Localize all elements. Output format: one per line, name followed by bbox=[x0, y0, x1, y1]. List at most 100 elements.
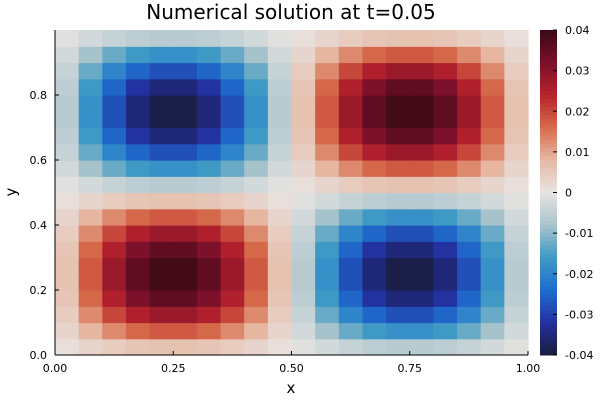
heatmap-cell bbox=[480, 338, 505, 356]
heatmap-cell bbox=[102, 62, 127, 80]
heatmap-cell bbox=[386, 127, 411, 145]
heatmap-cell bbox=[409, 95, 434, 112]
heatmap-cell bbox=[362, 95, 387, 112]
colorbar-tick-label: -0.01 bbox=[565, 227, 593, 240]
heatmap-cell bbox=[220, 273, 245, 291]
heatmap-cell bbox=[125, 160, 151, 177]
colorbar-segment bbox=[540, 168, 557, 173]
heatmap-cell bbox=[244, 306, 269, 324]
heatmap-cell bbox=[386, 30, 411, 47]
heatmap-cell bbox=[362, 30, 387, 47]
colorbar-segment bbox=[540, 322, 557, 328]
heatmap-cell bbox=[220, 111, 245, 129]
heatmap-cell bbox=[78, 257, 103, 275]
x-axis-ticks: 0.00 0.25 0.50 0.75 1.00 bbox=[43, 351, 540, 375]
heatmap-cell bbox=[504, 176, 529, 194]
heatmap-cell bbox=[55, 225, 80, 242]
heatmap-cell bbox=[386, 225, 411, 242]
colorbar-segment bbox=[540, 241, 557, 246]
heatmap-cell bbox=[433, 62, 458, 80]
heatmap-cell bbox=[220, 338, 245, 356]
heatmap-cell bbox=[291, 290, 316, 307]
heatmap-cell bbox=[196, 127, 222, 145]
colorbar-segment bbox=[540, 38, 557, 43]
heatmap-cell bbox=[362, 160, 387, 177]
heatmap-cell bbox=[504, 208, 529, 226]
heatmap-cell bbox=[149, 208, 174, 226]
heatmap-cell bbox=[244, 30, 269, 47]
colorbar-segment bbox=[540, 306, 557, 311]
colorbar-tick-label: 0.04 bbox=[565, 24, 590, 37]
heatmap-cell bbox=[504, 30, 529, 47]
colorbar-tick-label: 0.01 bbox=[565, 146, 590, 159]
heatmap-cell bbox=[149, 143, 174, 161]
heatmap-cell bbox=[386, 95, 411, 112]
heatmap-cell bbox=[102, 143, 127, 161]
heatmap-cell bbox=[291, 78, 316, 96]
heatmap-cell bbox=[220, 127, 245, 145]
heatmap-cell bbox=[125, 208, 151, 226]
y-tick-label: 0.0 bbox=[30, 349, 48, 362]
heatmap-cell bbox=[267, 257, 293, 275]
heatmap-cell bbox=[220, 208, 245, 226]
heatmap-cell bbox=[362, 143, 387, 161]
heatmap-cell bbox=[480, 160, 505, 177]
heatmap-cell bbox=[149, 338, 174, 356]
heatmap-cell bbox=[267, 290, 293, 307]
x-tick-label: 0.50 bbox=[279, 362, 304, 375]
heatmap-cell bbox=[457, 143, 482, 161]
y-tick-label: 0.2 bbox=[30, 284, 48, 297]
heatmap-cells bbox=[55, 30, 529, 356]
heatmap-cell bbox=[267, 176, 293, 194]
heatmap-cell bbox=[220, 192, 245, 210]
heatmap-cell bbox=[504, 290, 529, 307]
heatmap-cell bbox=[102, 95, 127, 112]
heatmap-cell bbox=[362, 273, 387, 291]
heatmap-cell bbox=[504, 192, 529, 210]
heatmap-cell bbox=[244, 273, 269, 291]
heatmap-cell bbox=[362, 322, 387, 340]
heatmap-cell bbox=[173, 78, 198, 96]
heatmap-cell bbox=[315, 30, 340, 47]
colorbar-segment bbox=[540, 160, 557, 165]
heatmap-cell bbox=[409, 30, 434, 47]
heatmap-cell bbox=[338, 62, 364, 80]
heatmap-cell bbox=[78, 322, 103, 340]
heatmap-cell bbox=[504, 95, 529, 112]
heatmap-cell bbox=[173, 95, 198, 112]
heatmap-cell bbox=[504, 257, 529, 275]
heatmap-cell bbox=[409, 241, 434, 259]
heatmap-cell bbox=[433, 306, 458, 324]
y-axis-label: y bbox=[2, 187, 20, 196]
colorbar-segment bbox=[540, 245, 557, 250]
heatmap-cell bbox=[433, 46, 458, 64]
colorbar-segment bbox=[540, 54, 557, 59]
heatmap-cell bbox=[291, 95, 316, 112]
heatmap-cell bbox=[244, 95, 269, 112]
heatmap-cell bbox=[78, 30, 103, 47]
heatmap-cell bbox=[173, 46, 198, 64]
colorbar-segment bbox=[540, 196, 557, 202]
colorbar-segment bbox=[540, 342, 557, 348]
heatmap-cell bbox=[291, 257, 316, 275]
heatmap-cell bbox=[409, 192, 434, 210]
heatmap-cell bbox=[78, 111, 103, 129]
heatmap-cell bbox=[409, 338, 434, 356]
heatmap-cell bbox=[78, 143, 103, 161]
heatmap-cell bbox=[149, 176, 174, 194]
heatmap-cell bbox=[386, 78, 411, 96]
heatmap-cell bbox=[480, 192, 505, 210]
heatmap-cell bbox=[125, 241, 151, 259]
heatmap-cell bbox=[244, 338, 269, 356]
colorbar-segment bbox=[540, 58, 557, 63]
heatmap-cell bbox=[196, 257, 222, 275]
heatmap-cell bbox=[315, 225, 340, 242]
y-tick-label: 0.8 bbox=[30, 89, 48, 102]
heatmap-cell bbox=[315, 192, 340, 210]
heatmap-cell bbox=[433, 127, 458, 145]
colorbar-segment bbox=[540, 290, 557, 295]
heatmap-cell bbox=[315, 338, 340, 356]
colorbar-segment bbox=[540, 42, 557, 47]
heatmap-cell bbox=[457, 225, 482, 242]
